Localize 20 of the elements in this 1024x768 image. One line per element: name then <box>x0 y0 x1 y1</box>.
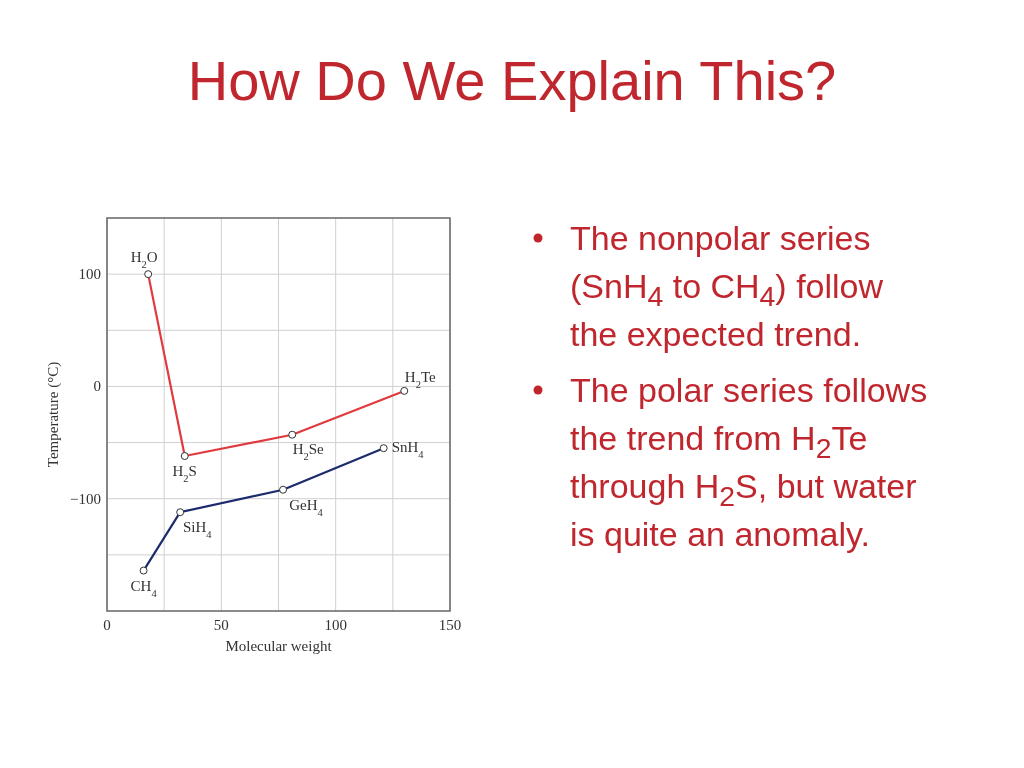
x-axis-title: Molecular weight <box>225 638 333 654</box>
annotation: H$_{2}$Se <box>292 440 325 462</box>
annotation: SnH$_{4}$ <box>391 439 425 460</box>
y-tick-label: 0 <box>93 378 101 395</box>
annotation: GeH$_{4}$ <box>289 496 324 518</box>
y-tick-label: 100 <box>78 266 101 283</box>
annotation: SiH$_{4}$ <box>182 519 213 540</box>
annotation: H$_{2}$S <box>172 463 197 484</box>
annotation: H$_{2}$Te <box>404 368 437 390</box>
chart-title: How Do We Explain This? <box>186 48 838 113</box>
text: The nonpolar series (SnH$_{4}$ to CH$_{4}$) follow the expected trend. <box>570 218 885 355</box>
x-tick-label: 150 <box>438 617 462 633</box>
x-tick-label: 0 <box>103 617 111 633</box>
x-tick-label: 50 <box>213 617 229 633</box>
text: The polar series follows the trend from H$_{2}$Te through H$_{2}$S, but water is quite an anomaly. <box>570 371 928 553</box>
annotation: H$_{2}$O <box>130 249 158 270</box>
y-axis-title: Temperature (°C) <box>45 361 62 468</box>
y-tick-label: −100 <box>70 490 101 507</box>
x-tick-label: 100 <box>324 617 347 633</box>
annotation: CH$_{4}$ <box>130 577 158 599</box>
